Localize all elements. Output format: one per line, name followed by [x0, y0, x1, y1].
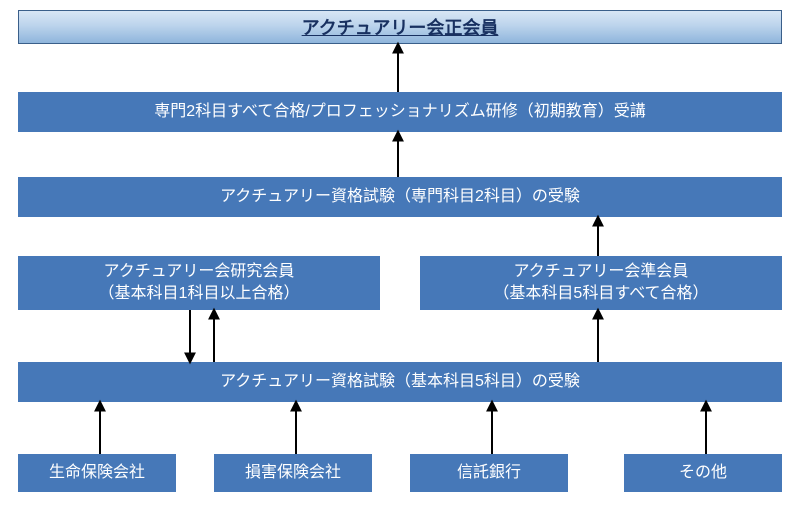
- node-associate: アクチュアリー会準会員（基本科目5科目すべて合格）: [420, 256, 782, 310]
- node-title: アクチュアリー会正会員: [18, 10, 782, 44]
- arrows-layer: [0, 0, 800, 507]
- node-life-label: 生命保険会社: [49, 462, 145, 484]
- node-other: その他: [624, 454, 782, 492]
- node-trust: 信託銀行: [410, 454, 568, 492]
- node-trust-label: 信託銀行: [457, 462, 521, 484]
- node-level2: 専門2科目すべて合格/プロフェッショナリズム研修（初期教育）受講: [18, 92, 782, 132]
- node-nonlife-label: 損害保険会社: [245, 462, 341, 484]
- node-level3-label: アクチュアリー資格試験（専門科目2科目）の受験: [220, 186, 580, 208]
- node-level2-label: 専門2科目すべて合格/プロフェッショナリズム研修（初期教育）受講: [154, 101, 646, 123]
- node-basic-exam: アクチュアリー資格試験（基本科目5科目）の受験: [18, 362, 782, 402]
- node-other-label: その他: [679, 462, 727, 484]
- node-basic-exam-label: アクチュアリー資格試験（基本科目5科目）の受験: [220, 371, 580, 393]
- node-level3: アクチュアリー資格試験（専門科目2科目）の受験: [18, 177, 782, 217]
- node-research-label: アクチュアリー会研究会員（基本科目1科目以上合格）: [99, 261, 300, 304]
- node-life: 生命保険会社: [18, 454, 176, 492]
- node-title-label: アクチュアリー会正会員: [302, 14, 499, 40]
- node-research: アクチュアリー会研究会員（基本科目1科目以上合格）: [18, 256, 380, 310]
- node-associate-label: アクチュアリー会準会員（基本科目5科目すべて合格）: [493, 261, 708, 304]
- node-nonlife: 損害保険会社: [214, 454, 372, 492]
